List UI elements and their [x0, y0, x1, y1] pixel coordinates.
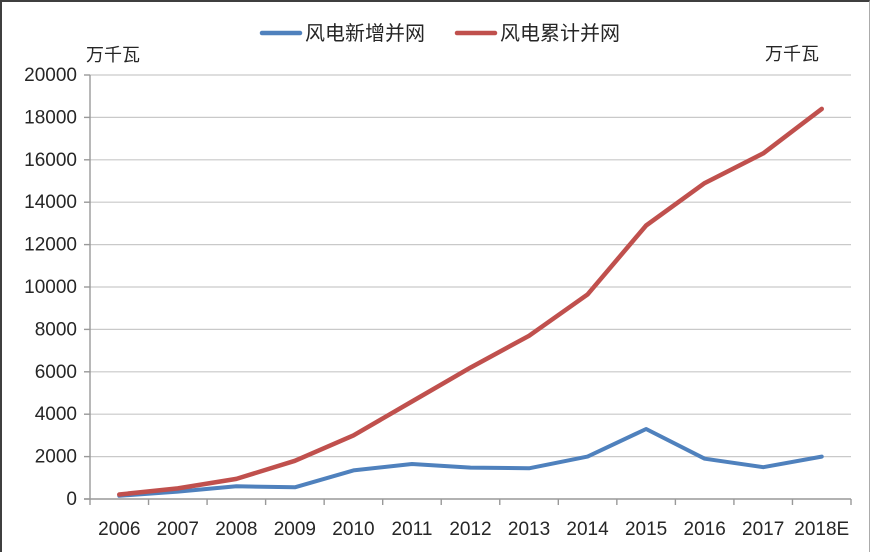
x-tick-label: 2010	[332, 519, 374, 540]
y-tick-label: 6000	[35, 362, 77, 383]
y-axis-unit-left: 万千瓦	[86, 45, 140, 65]
y-tick-label: 12000	[24, 235, 77, 256]
data-series	[117, 106, 824, 498]
y-tick-label: 20000	[24, 65, 77, 86]
x-tick-label: 2006	[98, 519, 140, 540]
x-tick-label: 2017	[742, 519, 784, 540]
y-tick-label: 4000	[35, 404, 77, 425]
series-line-0	[117, 427, 824, 498]
x-tick-label: 2015	[625, 519, 667, 540]
legend-label-1: 风电累计并网	[500, 22, 620, 45]
x-tick-label: 2009	[274, 519, 316, 540]
x-tick-label: 2018E	[794, 519, 849, 540]
x-tick-label: 2016	[684, 519, 726, 540]
series-line-1	[117, 106, 824, 497]
gridlines	[90, 74, 851, 458]
x-tick-label: 2012	[449, 519, 491, 540]
legend-label-0: 风电新增并网	[305, 22, 425, 45]
x-tick-label: 2011	[392, 519, 433, 540]
x-tick-label: 2013	[508, 519, 550, 540]
chart-legend: 风电新增并网 风电累计并网	[259, 22, 620, 45]
y-tick-label: 0	[66, 489, 77, 510]
axes	[84, 74, 852, 505]
y-tick-label: 18000	[24, 107, 77, 128]
y-tick-label: 2000	[35, 447, 77, 468]
y-tick-label: 10000	[24, 277, 77, 298]
x-tick-label: 2014	[566, 519, 609, 540]
x-tick-label: 2007	[157, 519, 199, 540]
y-tick-label: 14000	[24, 192, 77, 213]
y-tick-label: 8000	[35, 319, 77, 340]
y-tick-label: 16000	[24, 150, 77, 171]
y-axis-unit-right: 万千瓦	[765, 44, 819, 64]
axis-labels: 0 2000 4000 6000 8000 10000 12000 14000 16000 180…	[24, 65, 849, 540]
x-tick-label: 2008	[215, 519, 257, 540]
